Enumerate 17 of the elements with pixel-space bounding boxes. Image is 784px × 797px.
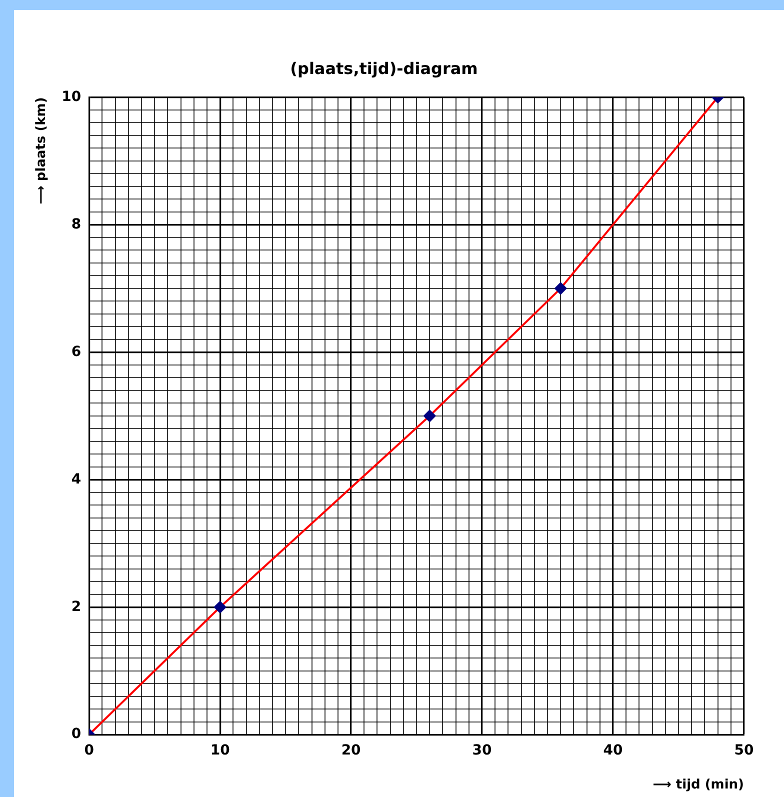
x-tick-label: 20 — [341, 742, 362, 759]
point — [554, 282, 567, 294]
y-tick-label: 8 — [71, 216, 82, 232]
x-tick-label: 40 — [603, 742, 624, 759]
point — [424, 410, 436, 422]
x-tick-label: 10 — [210, 742, 230, 759]
x-tick-label: 50 — [734, 742, 754, 759]
y-tick-label: 2 — [71, 598, 82, 615]
y-axis-title: ⟶ plaats (km) — [34, 97, 50, 204]
y-tick-label: 4 — [71, 471, 82, 488]
chart-title: (plaats,tijd)-diagram — [290, 58, 478, 78]
y-tick-label: 0 — [71, 726, 82, 742]
x-axis-title: ⟶ tijd (min) — [652, 778, 744, 793]
x-tick-label: 0 — [84, 742, 94, 759]
y-tick-label: 6 — [71, 344, 82, 360]
y-tick-label: 10 — [62, 88, 82, 105]
x-tick-label: 30 — [472, 742, 492, 759]
